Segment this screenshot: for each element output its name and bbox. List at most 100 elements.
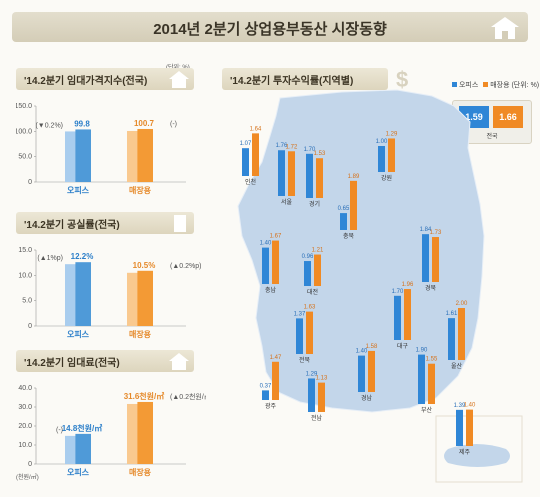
change-label: (▼0.2%)	[35, 122, 63, 129]
data-label-office: 1.70	[392, 289, 404, 295]
rent-chart: 0 10.0 20.0 30.0 40.0 14.8천원/㎡(-) 오피스 31.6천원/㎡ (…	[18, 385, 206, 477]
data-label: 14.8천원/㎡	[62, 423, 103, 433]
x-tick-label: 오피스	[67, 185, 90, 195]
bar-retail	[314, 254, 321, 286]
x-tick-label: 오피스	[67, 467, 90, 477]
region-label: 인천	[245, 178, 256, 186]
national-label: 전국	[486, 134, 498, 140]
bar-retail	[388, 138, 395, 172]
bar-retail	[318, 382, 325, 412]
bar-retail	[272, 361, 279, 400]
region-label: 경북	[425, 285, 437, 292]
region-label: 전북	[299, 356, 311, 364]
rent-index-title: '14.2분기 임대가격지수(전국)	[24, 76, 148, 87]
bar-retail	[272, 240, 279, 284]
data-label-retail: 1.47	[270, 355, 282, 361]
y-tick-label: 150.0	[16, 103, 32, 110]
vacancy-chart: 0 5.0 10.0 15.0 12.2% (▲1%p) 오피스 10.5% (▲0.2%p) 매…	[18, 247, 201, 339]
y-tick-label: 0	[28, 323, 32, 330]
house-icon	[169, 71, 189, 88]
y-tick-label: 15.0	[18, 247, 32, 254]
data-label-office: 1.40	[356, 349, 368, 355]
region-label: 울산	[451, 362, 463, 370]
x-tick-label: 오피스	[67, 329, 90, 339]
legend-unit: (단위: %)	[511, 82, 540, 89]
y-tick-label: 5.0	[22, 298, 32, 305]
bar-office	[278, 150, 285, 196]
bar-retail	[404, 289, 411, 340]
data-label: 100.7	[134, 119, 155, 128]
data-label-office: 1.29	[306, 371, 318, 377]
bar-office	[378, 146, 385, 172]
data-label: 99.8	[74, 119, 90, 128]
y-tick-label: 10.0	[18, 442, 32, 449]
bar-retail	[350, 180, 357, 230]
region-label: 광주	[265, 403, 277, 410]
data-label-retail: 1.73	[430, 230, 442, 236]
change-label: (▲0.2천원/㎡)	[170, 392, 206, 401]
data-label-retail: 1.58	[366, 344, 378, 350]
data-label: 12.2%	[71, 252, 94, 261]
change-label: (▲1%p)	[37, 255, 63, 262]
region-label: 강원	[381, 174, 392, 182]
page-title: 2014년 2분기 상업용부동산 시장동향	[153, 21, 387, 38]
bar-office	[262, 247, 269, 284]
y-tick-label: 20.0	[18, 423, 32, 430]
change-label: (-)	[170, 121, 177, 128]
x-tick-label: 매장용	[129, 467, 152, 477]
y-tick-label: 0	[28, 179, 32, 186]
national-retail-value: 1.66	[493, 106, 523, 128]
korea-map: 1.071.64인천1.761.72서울1.701.53경기1.001.29강원…	[237, 89, 523, 483]
bar	[75, 129, 91, 182]
rent-unit: (천원/㎡)	[16, 475, 39, 481]
y-tick-label: 50.0	[18, 154, 32, 161]
region-label: 부산	[421, 406, 433, 414]
y-tick-label: 100.0	[16, 128, 32, 135]
legend-retail: 매장용	[490, 82, 510, 89]
change-label: (-)	[56, 427, 63, 434]
rent-header: '14.2분기 임대료(전국)	[16, 350, 194, 372]
dollar-icon: $	[396, 67, 408, 92]
data-label-retail: 1.89	[348, 174, 360, 180]
bar-retail	[288, 151, 295, 196]
bar-office	[358, 355, 365, 392]
bar-retail	[432, 237, 439, 282]
bar-office	[308, 378, 315, 412]
x-tick-label: 매장용	[129, 329, 152, 339]
bar	[75, 262, 91, 326]
bar-office	[296, 318, 303, 354]
data-label-office: 1.61	[446, 311, 458, 317]
bar	[75, 433, 91, 464]
data-label-office: 0.37	[260, 383, 272, 389]
bar-retail	[306, 311, 313, 354]
data-label-retail: 1.64	[250, 126, 262, 132]
bar-retail	[252, 133, 259, 176]
bar-retail	[428, 363, 435, 404]
y-tick-label: 0	[28, 461, 32, 468]
bar	[137, 128, 153, 182]
house-icon	[169, 353, 189, 370]
region-label: 서울	[281, 198, 293, 206]
y-tick-label: 30.0	[18, 404, 32, 411]
rent-title: '14.2분기 임대료(전국)	[24, 358, 120, 369]
data-label-retail: 1.29	[386, 131, 398, 137]
bar-office	[306, 153, 313, 198]
region-label: 제주	[459, 448, 471, 456]
bar	[137, 401, 153, 464]
data-label-retail: 2.00	[456, 301, 468, 307]
bar-retail	[458, 308, 465, 360]
returns-header: '14.2분기 투자수익률(지역별)	[222, 68, 388, 90]
data-label-retail: 1.72	[286, 144, 298, 150]
bar	[137, 270, 153, 326]
region-label: 경남	[361, 394, 373, 402]
data-label-office: 1.70	[304, 147, 316, 153]
data-label-retail: 1.53	[314, 151, 326, 157]
bar-office	[394, 295, 401, 340]
data-label-office: 1.90	[416, 348, 428, 354]
change-label: (▲0.2%p)	[170, 263, 201, 270]
data-label-retail: 1.63	[304, 305, 316, 311]
banner: 2014년 2분기 상업용부동산 시장동향	[12, 12, 528, 42]
legend-office: 오피스	[458, 82, 479, 89]
bar-retail	[316, 158, 323, 198]
